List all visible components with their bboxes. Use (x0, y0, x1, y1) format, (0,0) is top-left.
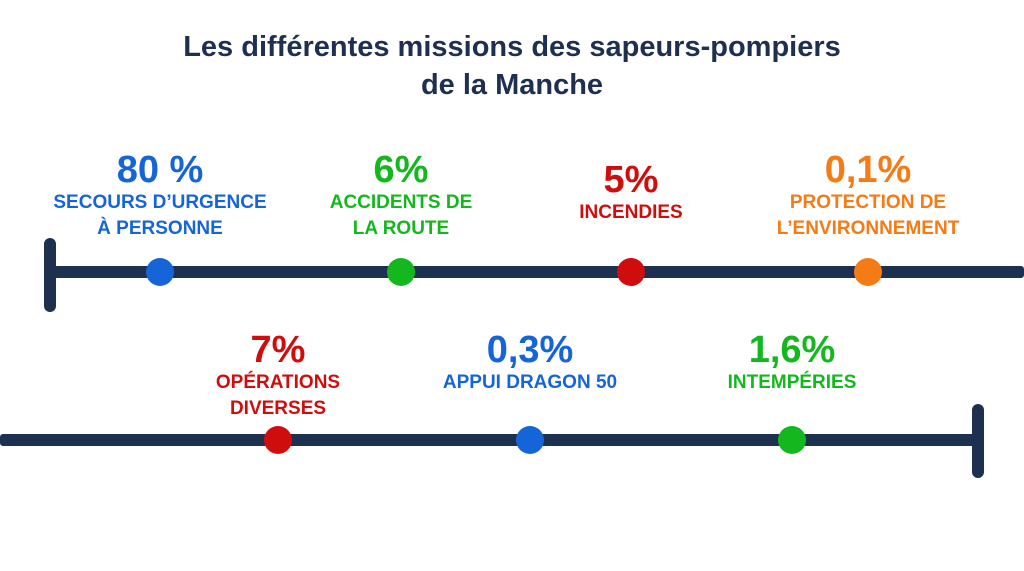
mission-percent: 0,3% (486, 329, 574, 371)
mission-name-line-1: PROTECTION DE (789, 192, 947, 213)
mission-name-line-1: APPUI DRAGON 50 (442, 372, 618, 393)
mission-percent: 6% (373, 149, 429, 191)
mission-name-line-1: OPÉRATIONS (215, 372, 341, 393)
timeline-top-start-cap (44, 238, 56, 312)
timeline-bottom (0, 434, 980, 446)
mission-name-line-2: DIVERSES (229, 398, 327, 419)
mission-dot (387, 258, 415, 286)
mission-name-line-2: LA ROUTE (352, 218, 450, 239)
mission-dot (516, 426, 544, 454)
mission-percent: 7% (250, 329, 306, 371)
mission-name-line-1: INCENDIES (579, 202, 683, 223)
mission-name-line-1: ACCIDENTS DE (329, 192, 473, 213)
mission-label: 0,3% APPUI DRAGON 50 (400, 330, 660, 396)
mission-name-line-2: À PERSONNE (97, 218, 223, 239)
mission-percent: 0,1% (824, 149, 912, 191)
mission-label: 5% INCENDIES (501, 160, 761, 226)
page-title: Les différentes missions des sapeurs-pom… (0, 28, 1024, 104)
mission-percent: 5% (603, 159, 659, 201)
mission-dot (264, 426, 292, 454)
mission-label: 7% OPÉRATIONS DIVERSES (148, 330, 408, 422)
mission-name-line-1: INTEMPÉRIES (727, 372, 857, 393)
mission-percent: 80 % (116, 149, 204, 191)
mission-label: 6% ACCIDENTS DE LA ROUTE (271, 150, 531, 242)
timeline-top (50, 266, 1024, 278)
mission-label: 80 % SECOURS D’URGENCE À PERSONNE (30, 150, 290, 242)
mission-name-line-2: L’ENVIRONNEMENT (776, 218, 960, 239)
mission-dot (778, 426, 806, 454)
mission-dot (146, 258, 174, 286)
mission-name-line-1: SECOURS D’URGENCE (53, 192, 267, 213)
mission-dot (617, 258, 645, 286)
title-line-1: Les différentes missions des sapeurs-pom… (183, 31, 841, 63)
mission-percent: 1,6% (748, 329, 836, 371)
title-line-2: de la Manche (420, 69, 604, 101)
timeline-bottom-end-cap (972, 404, 984, 478)
mission-label: 1,6% INTEMPÉRIES (662, 330, 922, 396)
mission-dot (854, 258, 882, 286)
mission-label: 0,1% PROTECTION DE L’ENVIRONNEMENT (738, 150, 998, 242)
